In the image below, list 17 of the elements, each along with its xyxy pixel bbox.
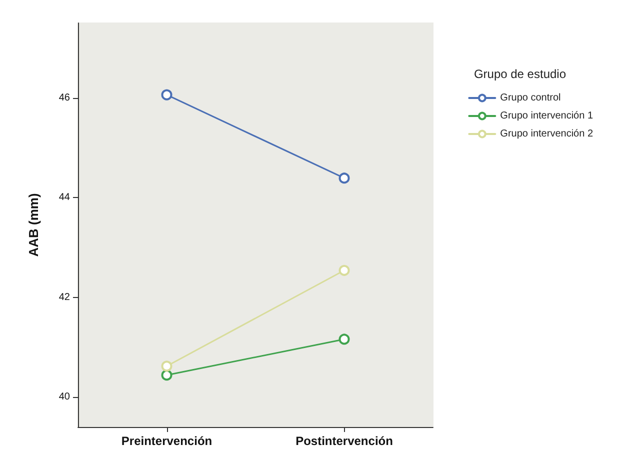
y-tick-label: 44 bbox=[58, 192, 70, 204]
x-tick-label: Postintervención bbox=[296, 434, 393, 448]
y-tick-label: 46 bbox=[58, 92, 70, 104]
legend-label: Grupo intervención 2 bbox=[500, 128, 594, 140]
point bbox=[161, 360, 172, 372]
point bbox=[338, 264, 350, 276]
legend-label: Grupo control bbox=[500, 92, 561, 104]
y-tick-label: 42 bbox=[58, 292, 70, 303]
point bbox=[338, 334, 350, 345]
legend-label: Grupo intervención 1 bbox=[500, 110, 594, 122]
point bbox=[161, 89, 172, 100]
y-axis-title: AAB (mm) bbox=[26, 193, 41, 257]
point bbox=[338, 172, 350, 184]
y-tick-label: 40 bbox=[58, 392, 70, 403]
point bbox=[161, 370, 172, 381]
legend-title: Grupo de estudio bbox=[474, 67, 566, 81]
x-tick-label: Preintervención bbox=[121, 434, 212, 448]
